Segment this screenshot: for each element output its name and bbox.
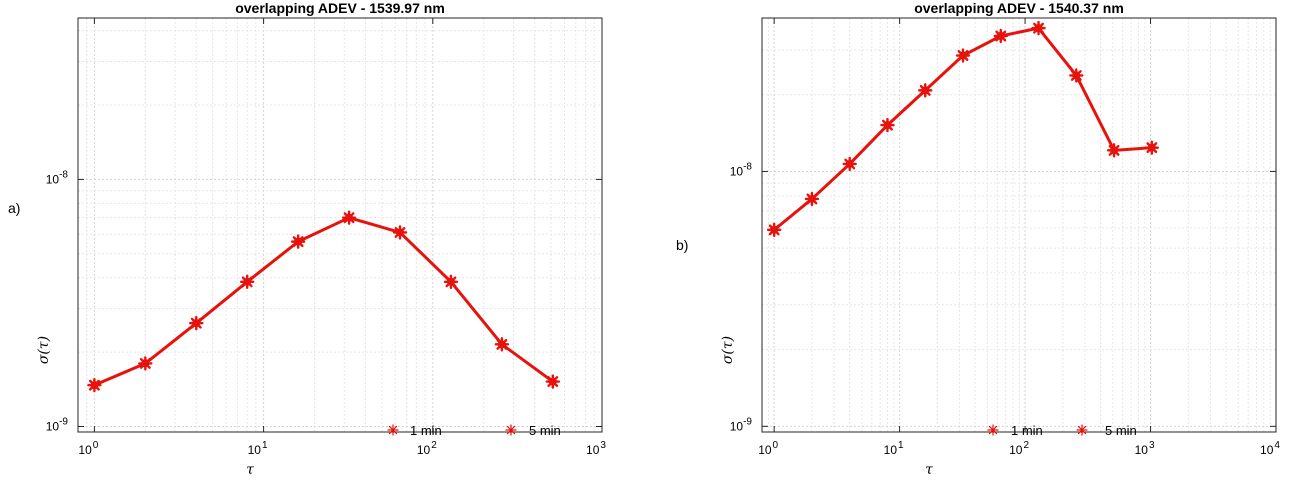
y-tick-base: 10 <box>730 164 744 178</box>
x-tick-exponent: 0 <box>773 440 779 451</box>
x-tick-base: 10 <box>1009 443 1023 457</box>
x-axis-label: τ <box>246 462 254 478</box>
legend: 1 min 5 min <box>387 423 561 438</box>
legend-entry: 5 min <box>1105 423 1137 438</box>
data-point <box>290 234 306 249</box>
y-tick-exponent: -8 <box>743 161 752 172</box>
x-tick-exponent: 4 <box>1274 440 1280 451</box>
x-tick-exponent: 1 <box>898 440 904 451</box>
y-axis-label: σ(τ) <box>36 336 52 364</box>
data-point <box>918 83 933 98</box>
chart-title: overlapping ADEV - 1539.97 nm <box>235 0 445 16</box>
data-point <box>1031 20 1046 36</box>
data-point <box>341 210 357 225</box>
series-line <box>93 216 554 387</box>
data-point <box>545 374 561 389</box>
axes-box <box>761 17 1277 433</box>
data-point <box>494 337 510 352</box>
data-point <box>240 274 255 290</box>
x-tick-base: 10 <box>884 443 898 457</box>
x-tick-base: 10 <box>1135 443 1149 457</box>
data-point <box>955 48 971 63</box>
x-tick-exponent: 2 <box>1023 440 1029 451</box>
y-tick-exponent: -8 <box>59 169 68 180</box>
y-tick-label: 10-9 <box>46 416 69 433</box>
grid <box>761 17 1277 432</box>
x-tick-base: 10 <box>248 443 262 457</box>
panel-label: b) <box>676 237 688 253</box>
x-tick-label: 103 <box>586 440 606 457</box>
data-point <box>138 356 153 371</box>
y-tick-exponent: -9 <box>59 416 68 427</box>
chart-title: overlapping ADEV - 1540.37 nm <box>914 0 1124 16</box>
x-tick-label: 101 <box>248 440 268 457</box>
x-tick-base: 10 <box>417 443 431 457</box>
x-tick-label: 102 <box>1009 440 1029 457</box>
data-point <box>804 191 820 207</box>
x-axis-label: τ <box>925 462 933 478</box>
x-tick-base: 10 <box>586 443 600 457</box>
x-tick-label: 103 <box>1135 440 1155 457</box>
data-point <box>880 117 895 133</box>
legend-marker <box>987 424 999 436</box>
data-point <box>1069 68 1084 83</box>
data-point <box>87 377 102 393</box>
legend-marker <box>1076 424 1088 436</box>
x-tick-label: 102 <box>417 440 437 457</box>
legend: 1 min 5 min <box>987 423 1137 438</box>
axes-box <box>77 17 603 433</box>
plot-area <box>78 18 602 432</box>
panel-label: a) <box>8 200 20 216</box>
y-tick-label: 10-8 <box>730 161 753 178</box>
y-tick-base: 10 <box>730 419 744 433</box>
x-tick-base: 10 <box>1260 443 1274 457</box>
data-point <box>392 225 408 240</box>
x-tick-label: 101 <box>884 440 904 457</box>
x-tick-exponent: 2 <box>431 440 437 451</box>
x-tick-label: 100 <box>758 440 778 457</box>
x-tick-exponent: 3 <box>600 440 606 451</box>
grid <box>77 18 603 432</box>
y-tick-label: 10-8 <box>46 169 69 186</box>
x-tick-label: 104 <box>1260 440 1280 457</box>
x-tick-exponent: 0 <box>93 440 99 451</box>
data-point <box>1144 140 1160 155</box>
y-tick-exponent: -9 <box>743 416 752 427</box>
plot-area <box>762 18 1276 432</box>
y-tick-base: 10 <box>46 419 60 433</box>
x-tick-exponent: 3 <box>1149 440 1155 451</box>
x-tick-exponent: 1 <box>262 440 268 451</box>
x-tick-base: 10 <box>78 443 92 457</box>
data-point <box>842 156 857 172</box>
data-point <box>993 28 1008 44</box>
x-tick-label: 100 <box>78 440 98 457</box>
legend-entry: 1 min <box>410 423 442 438</box>
data-point <box>443 274 459 290</box>
data-point <box>189 315 204 331</box>
legend-marker <box>387 424 399 436</box>
y-tick-base: 10 <box>46 172 60 186</box>
legend-marker <box>505 424 517 436</box>
data-point <box>766 222 782 238</box>
legend-entry: 5 min <box>529 423 561 438</box>
x-tick-base: 10 <box>758 443 772 457</box>
data-point <box>1106 143 1122 158</box>
legend-entry: 1 min <box>1011 423 1043 438</box>
y-axis-label: σ(τ) <box>720 336 736 364</box>
y-tick-label: 10-9 <box>730 416 753 433</box>
